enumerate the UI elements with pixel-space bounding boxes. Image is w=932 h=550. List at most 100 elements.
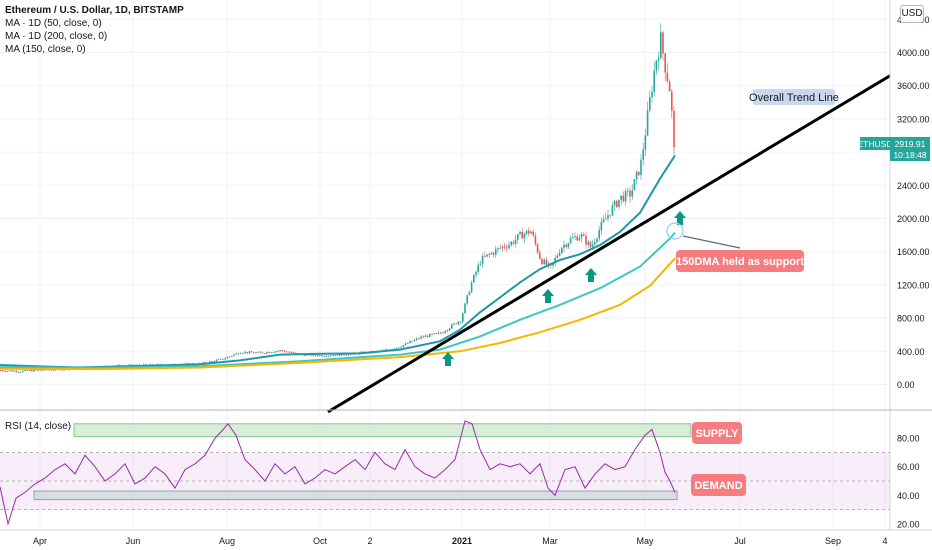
rsi-tick-label: 80.00: [897, 434, 920, 444]
candle-body: [48, 369, 50, 371]
candle-body: [292, 352, 295, 353]
candle-body: [286, 351, 288, 353]
candle-body: [400, 346, 402, 348]
candle-body: [534, 235, 537, 244]
candle-body: [246, 351, 248, 354]
candle-body: [145, 364, 147, 366]
time-tick-label: Apr: [33, 536, 47, 546]
candle-body: [220, 358, 222, 360]
candle-body: [345, 354, 347, 356]
support-callout: 150DMA held as support: [676, 256, 804, 268]
candle-body: [253, 352, 255, 354]
candle-body: [215, 359, 218, 362]
candle-body: [576, 236, 578, 241]
candle-body: [30, 370, 33, 372]
candle-body: [347, 354, 350, 356]
candle-body: [52, 369, 55, 371]
price-tag-box: [890, 137, 930, 161]
candle-body: [580, 234, 583, 238]
candle-body: [338, 353, 341, 356]
candle-body: [290, 352, 292, 353]
candle-body: [435, 333, 438, 334]
price-tag-time: 10:18:48: [893, 150, 926, 160]
demand-label-box: [691, 474, 746, 496]
candle-body: [521, 231, 523, 239]
candle-body: [217, 359, 220, 361]
price-tick-label: 4000.00: [897, 48, 930, 58]
currency-button[interactable]: USD: [900, 5, 924, 23]
callout-connector: [682, 235, 741, 249]
candle-body: [565, 244, 567, 247]
candle-body: [523, 233, 526, 239]
candle-body: [316, 355, 319, 357]
candle-body: [418, 338, 420, 340]
candle-body: [420, 336, 422, 339]
candle-body: [0, 370, 2, 372]
candle-body: [336, 353, 339, 356]
candle-body: [277, 350, 279, 352]
candle-body: [257, 351, 259, 353]
candle-body: [662, 32, 664, 54]
price-tick-label: 3600.00: [897, 81, 930, 91]
candle-body: [660, 32, 662, 59]
candle-body: [37, 369, 39, 371]
rsi-tick-label: 40.00: [897, 491, 920, 501]
support-arrow-icon: [585, 268, 597, 282]
candle-body: [649, 97, 651, 111]
price-tag-symbol-box: [860, 137, 890, 150]
candle-body: [294, 352, 297, 354]
candle-body: [451, 324, 453, 329]
candle-body: [607, 215, 609, 219]
candle-body: [442, 332, 444, 334]
support-arrow-icon: [542, 289, 554, 303]
candle-body: [437, 332, 440, 334]
candle-body: [567, 243, 570, 247]
candle-body: [446, 330, 449, 332]
candle-body: [33, 369, 35, 372]
candle-body: [492, 252, 495, 255]
candle-body: [39, 369, 42, 371]
candle-body: [440, 332, 442, 334]
candle-body: [426, 335, 429, 337]
candle-body: [8, 370, 11, 372]
candle-body: [248, 351, 251, 354]
candle-body: [431, 334, 433, 335]
candle-body: [486, 254, 488, 257]
candle-body: [501, 246, 504, 248]
candle-body: [303, 354, 306, 356]
candle-body: [554, 257, 556, 263]
candle-body: [583, 234, 585, 236]
supply-zone: [73, 423, 692, 438]
rsi-tick-label: 60.00: [897, 462, 920, 472]
candle-body: [589, 241, 592, 248]
candle-body: [668, 81, 671, 92]
ma50-line: [0, 154, 676, 369]
candle-body: [448, 328, 451, 331]
candle-body: [429, 334, 431, 337]
candle-body: [275, 351, 277, 353]
candle-body: [209, 361, 211, 364]
candle-body: [611, 205, 614, 216]
candle-body: [539, 252, 541, 259]
time-tick-label: Jun: [126, 536, 141, 546]
time-tick-label: 2021: [452, 536, 472, 546]
candle-body: [404, 343, 407, 346]
candle-body: [543, 259, 545, 265]
candle-body: [409, 341, 411, 344]
candle-body: [651, 91, 653, 98]
candle-body: [459, 321, 462, 323]
candle-body: [624, 190, 627, 202]
support-callout-box: [676, 250, 804, 272]
ma50-legend: MA · 1D (50, close, 0): [5, 18, 102, 29]
rsi-zones: [33, 423, 692, 501]
candle-body: [26, 369, 28, 371]
candle-body: [558, 252, 561, 256]
candle-body: [255, 352, 257, 354]
candle-body: [574, 236, 576, 238]
rsi-line-layer: [0, 420, 676, 526]
candle-body: [415, 338, 418, 340]
candle-body: [585, 235, 587, 245]
support-arrow-icon: [442, 352, 454, 366]
candle-body: [479, 263, 482, 265]
